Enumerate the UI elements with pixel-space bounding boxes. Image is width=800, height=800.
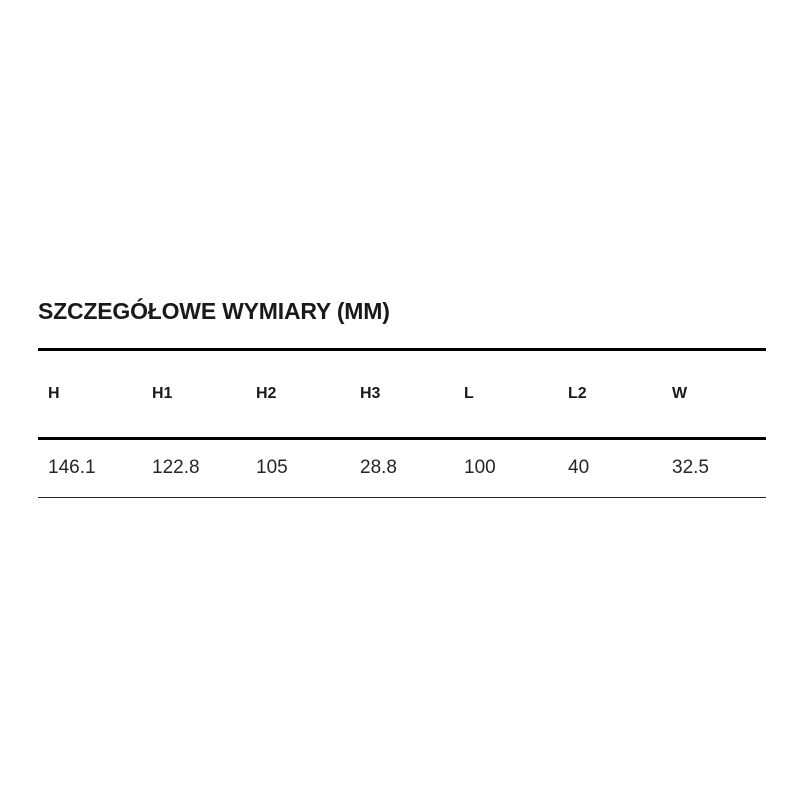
value-l2: 40 bbox=[558, 438, 662, 498]
column-header-l: L bbox=[454, 349, 558, 440]
section-title: SZCZEGÓŁOWE WYMIARY (MM) bbox=[38, 298, 390, 324]
column-header-w: W bbox=[662, 349, 766, 440]
table-row: 146.1 122.8 105 28.8 100 40 32.5 bbox=[38, 438, 766, 498]
dimensions-table-body: 146.1 122.8 105 28.8 100 40 32.5 bbox=[38, 438, 766, 498]
value-h1: 122.8 bbox=[142, 438, 246, 498]
detailed-dimensions-section: SZCZEGÓŁOWE WYMIARY (MM) H H1 H2 H3 L L2… bbox=[38, 297, 766, 498]
value-h3: 28.8 bbox=[350, 438, 454, 498]
column-header-l2: L2 bbox=[558, 349, 662, 440]
value-l: 100 bbox=[454, 438, 558, 498]
column-header-h: H bbox=[38, 349, 142, 440]
value-w: 32.5 bbox=[662, 438, 766, 498]
dimensions-table: H H1 H2 H3 L L2 W 146.1 122.8 105 28.8 1… bbox=[38, 348, 766, 498]
dimensions-table-head: H H1 H2 H3 L L2 W bbox=[38, 349, 766, 440]
value-h: 146.1 bbox=[38, 438, 142, 498]
column-header-h3: H3 bbox=[350, 349, 454, 440]
column-header-h2: H2 bbox=[246, 349, 350, 440]
table-header-row: H H1 H2 H3 L L2 W bbox=[38, 349, 766, 440]
column-header-h1: H1 bbox=[142, 349, 246, 440]
value-h2: 105 bbox=[246, 438, 350, 498]
